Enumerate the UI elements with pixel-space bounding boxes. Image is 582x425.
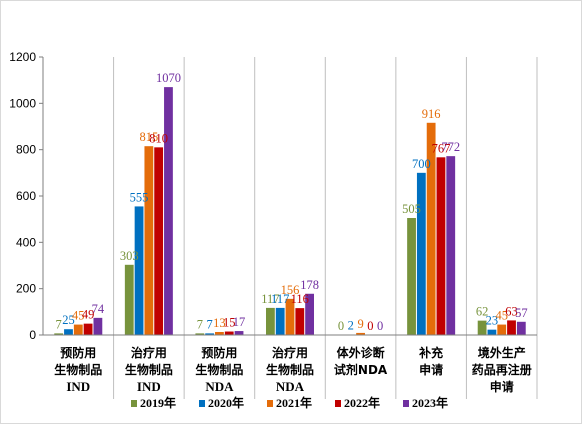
legend-swatch	[199, 400, 205, 407]
bar	[235, 331, 244, 335]
x-tick-label: 试剂NDA	[334, 362, 388, 377]
x-tick-label: 体外诊断	[337, 345, 385, 360]
x-tick-label: NDA	[205, 379, 234, 394]
bar	[64, 329, 73, 335]
bar	[407, 218, 416, 335]
data-label: 116	[291, 292, 309, 306]
data-label: 57	[515, 306, 528, 320]
x-tick-label: 生物制品	[266, 362, 314, 377]
x-tick-label: 补充	[418, 345, 443, 360]
bar	[164, 87, 173, 335]
data-label: 0	[338, 319, 344, 333]
x-tick-label: IND	[66, 379, 90, 394]
y-axis: 0 200 400 600 800 1000 1200	[9, 50, 43, 342]
bar	[497, 325, 506, 335]
data-label: 7	[207, 317, 213, 331]
data-label: 17	[233, 315, 246, 329]
y-tick-label: 200	[16, 282, 36, 296]
y-tick-label: 1000	[9, 96, 36, 110]
bar	[266, 308, 275, 335]
x-tick-label: 预防用	[201, 345, 237, 360]
legend-swatch	[267, 400, 273, 407]
x-tick-label: NDA	[276, 379, 305, 394]
data-label: 0	[377, 319, 383, 333]
data-label: 7	[197, 317, 203, 331]
x-tick-label: 生物制品	[54, 362, 102, 377]
bar	[74, 325, 83, 335]
y-tick-label: 800	[16, 143, 36, 157]
bar	[135, 206, 144, 335]
y-tick-label: 0	[29, 328, 36, 342]
bar	[295, 308, 304, 335]
data-label: 7	[56, 317, 62, 331]
legend-swatch	[131, 400, 137, 407]
legend-entry: 2019年	[140, 395, 176, 410]
bar	[507, 320, 516, 335]
x-tick-label: 申请	[490, 379, 514, 394]
x-tick-label: 境外生产	[478, 345, 526, 360]
x-tick-label: 药品再注册	[472, 362, 532, 377]
bar	[417, 173, 426, 335]
data-label: 2	[348, 319, 354, 333]
data-label: 555	[130, 190, 149, 204]
y-tick-label: 1200	[9, 50, 36, 64]
x-tick-label: 治疗用	[131, 345, 167, 360]
x-tick-label: 治疗用	[272, 345, 308, 360]
bar	[225, 332, 234, 335]
bar	[276, 308, 285, 335]
data-label: 303	[120, 249, 139, 263]
x-tick-label: IND	[137, 379, 161, 394]
bar	[154, 147, 163, 335]
x-tick-label: 生物制品	[125, 362, 173, 377]
data-label: 74	[92, 302, 105, 316]
x-tick-label: 预防用	[60, 345, 96, 360]
legend: 2019年 2020年 2021年 2022年 2023年	[131, 395, 448, 410]
legend-entry: 2022年	[344, 395, 380, 410]
bar	[84, 324, 93, 335]
legend-swatch	[335, 400, 341, 407]
bar	[517, 322, 526, 335]
bar	[144, 146, 153, 335]
bar	[446, 156, 455, 335]
legend-swatch	[403, 400, 409, 407]
data-label: 178	[300, 278, 319, 292]
data-label: 772	[441, 140, 460, 154]
bar	[488, 330, 497, 335]
data-label: 0	[367, 319, 373, 333]
data-label: 916	[422, 107, 441, 121]
data-label: 1070	[156, 71, 181, 85]
y-tick-label: 600	[16, 189, 36, 203]
bar	[125, 265, 134, 335]
legend-entry: 2023年	[412, 395, 448, 410]
bar	[93, 318, 102, 335]
y-tick-label: 400	[16, 235, 36, 249]
data-label: 505	[402, 202, 421, 216]
data-label: 700	[412, 157, 431, 171]
legend-entry: 2020年	[208, 395, 244, 410]
category-dividers	[114, 57, 537, 399]
x-tick-label: 生物制品	[195, 362, 243, 377]
data-label: 810	[149, 131, 168, 145]
x-tick-label: 申请	[419, 362, 443, 377]
data-label: 9	[357, 317, 363, 331]
legend-entry: 2021年	[276, 395, 312, 410]
bar	[437, 157, 446, 335]
